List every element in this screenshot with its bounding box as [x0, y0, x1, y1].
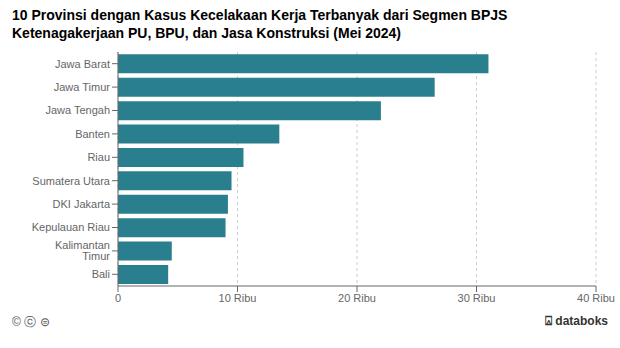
svg-text:Jawa Timur: Jawa Timur	[54, 81, 111, 93]
html-text:⍓ databoks: ⍓ databoks	[545, 314, 608, 328]
svg-text:Kepulauan Riau: Kepulauan Riau	[32, 221, 110, 233]
svg-text:KalimantanTimur: KalimantanTimur	[55, 239, 110, 262]
svg-text:30 Ribu: 30 Ribu	[458, 292, 496, 304]
svg-text:Banten: Banten	[75, 128, 110, 140]
svg-text:DKI Jakarta: DKI Jakarta	[53, 198, 111, 210]
svg-text:0: 0	[115, 292, 121, 304]
svg-text:Sumatera Utara: Sumatera Utara	[32, 175, 111, 187]
svg-text:Jawa Tengah: Jawa Tengah	[45, 104, 110, 116]
html-text:10 Provinsi dengan Kasus Kecel: 10 Provinsi dengan Kasus Kecelakaan Kerj…	[12, 7, 508, 41]
svg-text:Bali: Bali	[92, 268, 110, 280]
svg-text:40 Ribu: 40 Ribu	[577, 292, 615, 304]
svg-text:20 Ribu: 20 Ribu	[338, 292, 376, 304]
svg-text:Jawa Barat: Jawa Barat	[55, 58, 110, 70]
svg-text:Riau: Riau	[87, 151, 110, 163]
svg-text:10 Ribu: 10 Ribu	[219, 292, 257, 304]
